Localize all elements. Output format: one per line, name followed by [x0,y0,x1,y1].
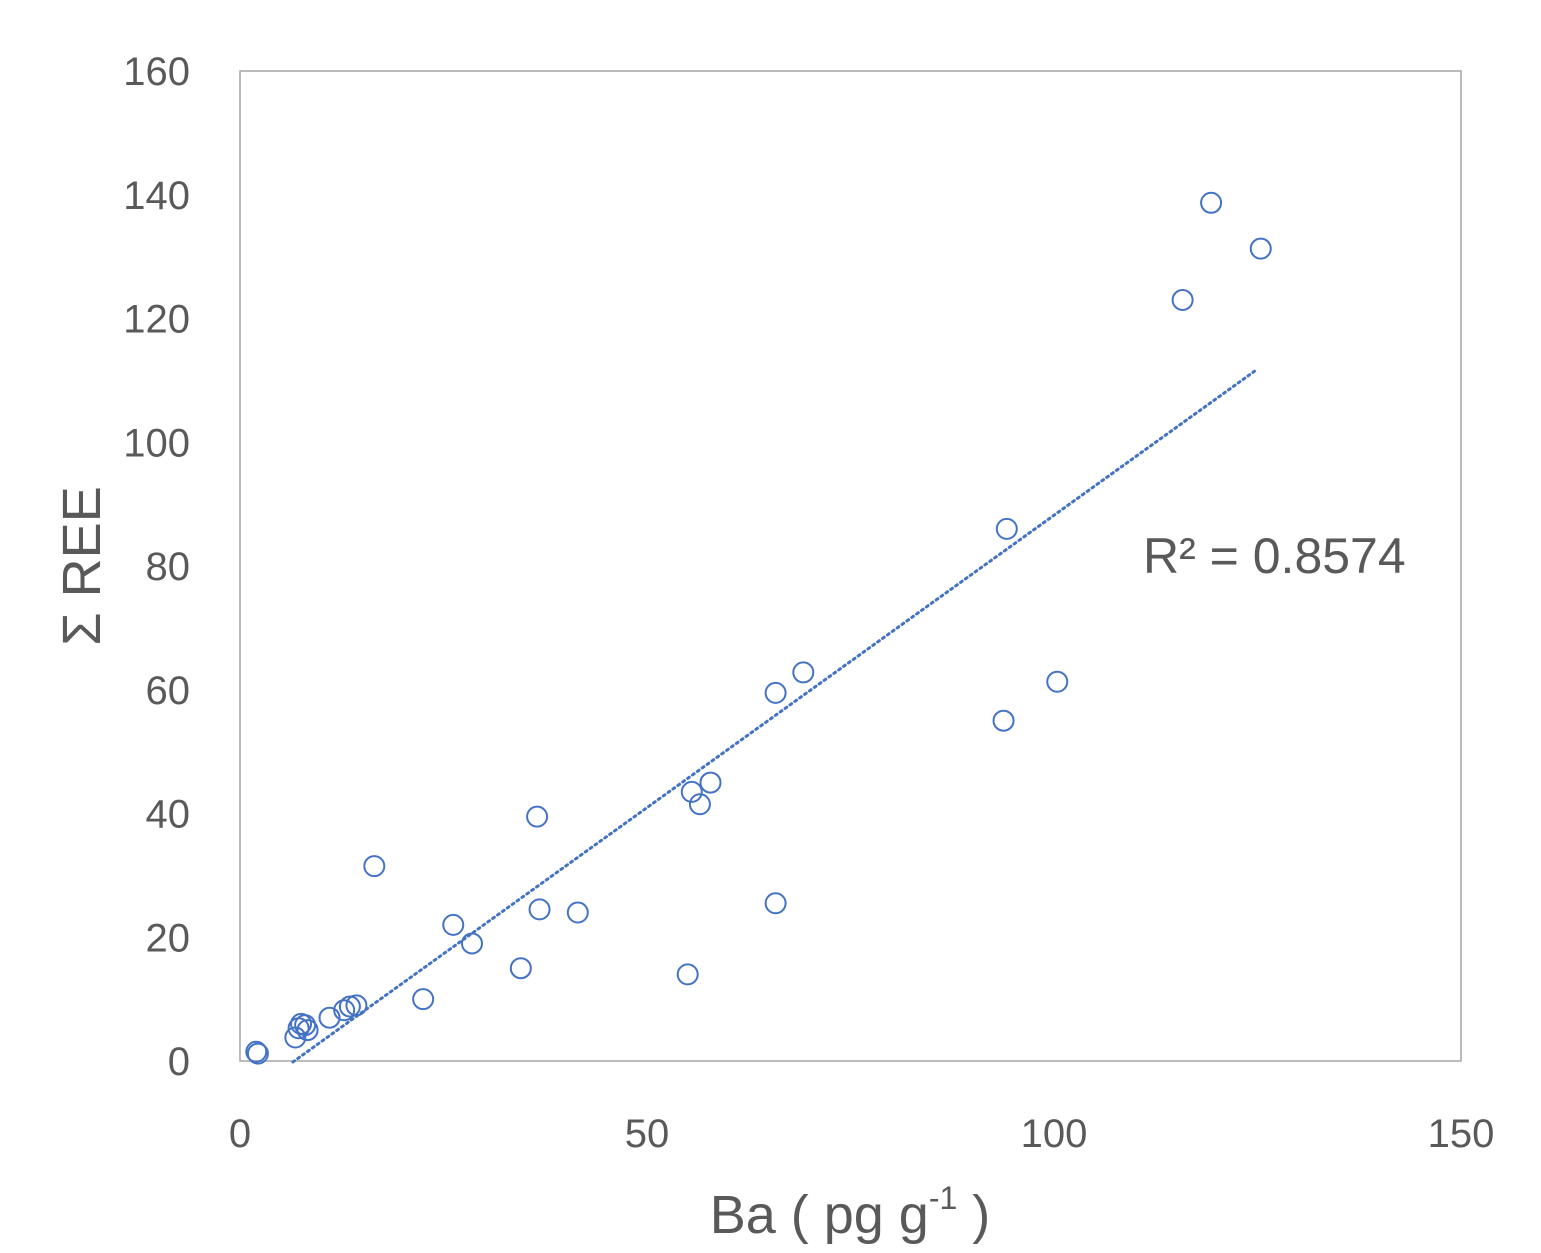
x-axis-title-superscript: -1 [929,1180,957,1216]
data-point [699,771,722,794]
data-point [995,517,1018,540]
x-axis-tick-labels: 0 50 100 150 [229,1112,1495,1156]
data-point [764,681,787,704]
data-point [318,1006,341,1029]
data-points [245,191,1272,1065]
data-point [1200,191,1223,214]
y-tick-label: 20 [146,916,191,960]
data-point [528,898,551,921]
x-tick-label: 150 [1428,1112,1495,1156]
x-axis-title: Ba ( pg g-1 ) [710,1180,991,1245]
linear-trendline [291,368,1258,1064]
x-tick-label: 100 [1021,1112,1088,1156]
y-tick-label: 120 [123,298,190,342]
data-point [245,1040,268,1063]
y-tick-label: 100 [123,421,190,465]
data-point [1249,237,1272,260]
data-point [345,994,368,1017]
x-axis-title-end: ) [957,1185,990,1245]
data-point [296,1019,319,1042]
r-squared-annotation: R² = 0.8574 [1143,528,1406,584]
y-tick-label: 60 [146,669,191,713]
data-point [680,780,703,803]
data-point [412,988,435,1011]
y-tick-label: 40 [146,793,191,837]
y-axis-title: Σ REE [52,486,112,645]
data-point [792,661,815,684]
x-tick-label: 50 [625,1112,670,1156]
data-point [764,892,787,915]
y-axis-tick-labels: 0 20 40 60 80 100 120 140 160 [123,50,190,1084]
data-point [526,805,549,828]
data-point [992,709,1015,732]
x-axis-title-main: Ba ( pg g [710,1185,929,1245]
y-tick-label: 140 [123,174,190,218]
x-tick-label: 0 [229,1112,251,1156]
data-point [509,957,532,980]
y-tick-label: 160 [123,50,190,94]
data-point [460,932,483,955]
data-point [566,901,589,924]
data-point [1046,670,1069,693]
data-point [333,999,356,1022]
data-point [363,855,386,878]
data-point [676,963,699,986]
data-point [442,913,465,936]
y-tick-label: 80 [146,545,191,589]
data-point [246,1042,269,1065]
plot-area-frame [239,70,1462,1062]
data-point [1171,288,1194,311]
data-point [688,793,711,816]
y-tick-label: 0 [168,1040,190,1084]
